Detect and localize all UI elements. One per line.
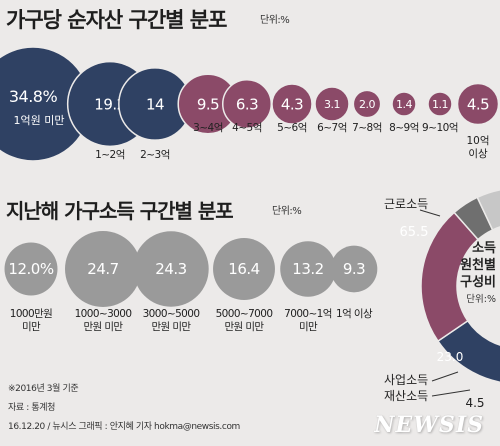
asset-value-label: 34.8% bbox=[9, 87, 58, 106]
pie-leader-line bbox=[431, 371, 459, 382]
income-category-label: 7000~1억 bbox=[284, 308, 332, 320]
income-bubble bbox=[4, 242, 58, 296]
income-bubble bbox=[280, 241, 336, 297]
asset-category-label: 2~3억 bbox=[140, 149, 170, 161]
asset-bubble bbox=[352, 89, 382, 119]
asset-value-label: 14 bbox=[146, 95, 164, 113]
asset-category-label: 7~8억 bbox=[352, 122, 382, 134]
pie-category-label: 근로소득 bbox=[384, 197, 428, 211]
asset-value-label: 19.2 bbox=[94, 95, 125, 113]
income-chart-unit: 단위:% bbox=[272, 206, 302, 217]
income-bubble bbox=[330, 245, 378, 293]
income-category-label: 미만 bbox=[299, 321, 318, 333]
income-category-label: 만원 미만 bbox=[225, 321, 265, 333]
asset-category-label: 6~7억 bbox=[317, 122, 347, 134]
pie-category-label: 사업소득 bbox=[384, 373, 428, 387]
income-category-label: 1억 이상 bbox=[336, 308, 373, 320]
asset-category-label: 8~9억 bbox=[389, 122, 419, 134]
pie-category-label: 재산소득 bbox=[384, 389, 428, 403]
newsis-logo: NEWSIS bbox=[374, 412, 484, 438]
asset-category-label: 5~6억 bbox=[277, 122, 307, 134]
asset-bubble bbox=[391, 91, 417, 117]
income-bubble bbox=[213, 238, 275, 300]
income-value-label: 13.2 bbox=[292, 260, 323, 278]
income-value-label: 24.7 bbox=[87, 260, 118, 278]
income-value-label: 12.0% bbox=[8, 260, 53, 278]
asset-category-label: 4~5억 bbox=[232, 122, 262, 134]
asset-category-label: 이상 bbox=[468, 148, 488, 160]
footnote-source: 자료 : 통계청 bbox=[8, 403, 55, 413]
asset-category-label: 1~2억 bbox=[95, 149, 125, 161]
asset-chart-unit: 단위:% bbox=[260, 15, 290, 26]
pie-unit-label: 단위:% bbox=[466, 293, 496, 305]
pie-value-label: 23.0 bbox=[437, 350, 464, 364]
asset-value-label: 9.5 bbox=[197, 95, 219, 113]
income-bubble bbox=[65, 231, 141, 307]
pie-leader-line bbox=[419, 209, 441, 217]
income-chart-title: 지난해 가구소득 구간별 분포 bbox=[6, 199, 234, 223]
asset-bubble bbox=[271, 83, 313, 125]
pie-title: 소득 bbox=[472, 241, 496, 256]
pie-value-label: 4.5 bbox=[465, 396, 484, 410]
income-category-label: 5000~7000 bbox=[216, 308, 273, 320]
asset-category-label: 9~10억 bbox=[422, 122, 458, 134]
income-category-label: 만원 미만 bbox=[152, 321, 192, 333]
asset-bubble bbox=[427, 91, 453, 117]
income-category-label: 1000만원 bbox=[10, 308, 52, 320]
income-value-label: 9.3 bbox=[343, 260, 365, 278]
asset-value-label: 4.5 bbox=[467, 95, 489, 113]
income-category-label: 미만 bbox=[22, 321, 41, 333]
pie-slice-labor bbox=[436, 319, 500, 383]
asset-category-label: 1억원 미만 bbox=[14, 114, 65, 127]
pie-leader-line bbox=[431, 389, 471, 397]
asset-category-label: 10억 bbox=[466, 135, 489, 147]
income-value-label: 16.4 bbox=[228, 260, 259, 278]
asset-value-label: 1.1 bbox=[432, 98, 448, 111]
asset-chart-title: 가구당 순자산 구간별 분포 bbox=[6, 8, 227, 32]
asset-value-label: 6.3 bbox=[236, 95, 258, 113]
asset-bubble bbox=[456, 82, 500, 126]
income-value-label: 24.3 bbox=[155, 260, 186, 278]
pie-title: 원천별 bbox=[460, 257, 496, 273]
asset-value-label: 4.3 bbox=[281, 95, 303, 113]
footnote-credit: 16.12.20 / 뉴시스 그래픽 : 안지혜 기자 hokma@newsis… bbox=[8, 422, 240, 432]
asset-value-label: 2.0 bbox=[359, 98, 375, 111]
pie-value-label: 65.5 bbox=[400, 225, 429, 240]
asset-value-label: 3.1 bbox=[324, 98, 340, 111]
income-category-label: 만원 미만 bbox=[84, 321, 124, 333]
pie-title: 구성비 bbox=[460, 275, 496, 290]
pie-slice-other bbox=[476, 189, 500, 231]
asset-category-label: 3~4억 bbox=[193, 122, 223, 134]
income-category-label: 3000~5000 bbox=[143, 308, 200, 320]
asset-value-label: 1.4 bbox=[396, 98, 412, 111]
income-bubble bbox=[133, 231, 209, 307]
footnote-date: ※2016년 3월 기준 bbox=[8, 384, 79, 394]
income-category-label: 1000~3000 bbox=[75, 308, 132, 320]
asset-bubble bbox=[314, 86, 350, 122]
